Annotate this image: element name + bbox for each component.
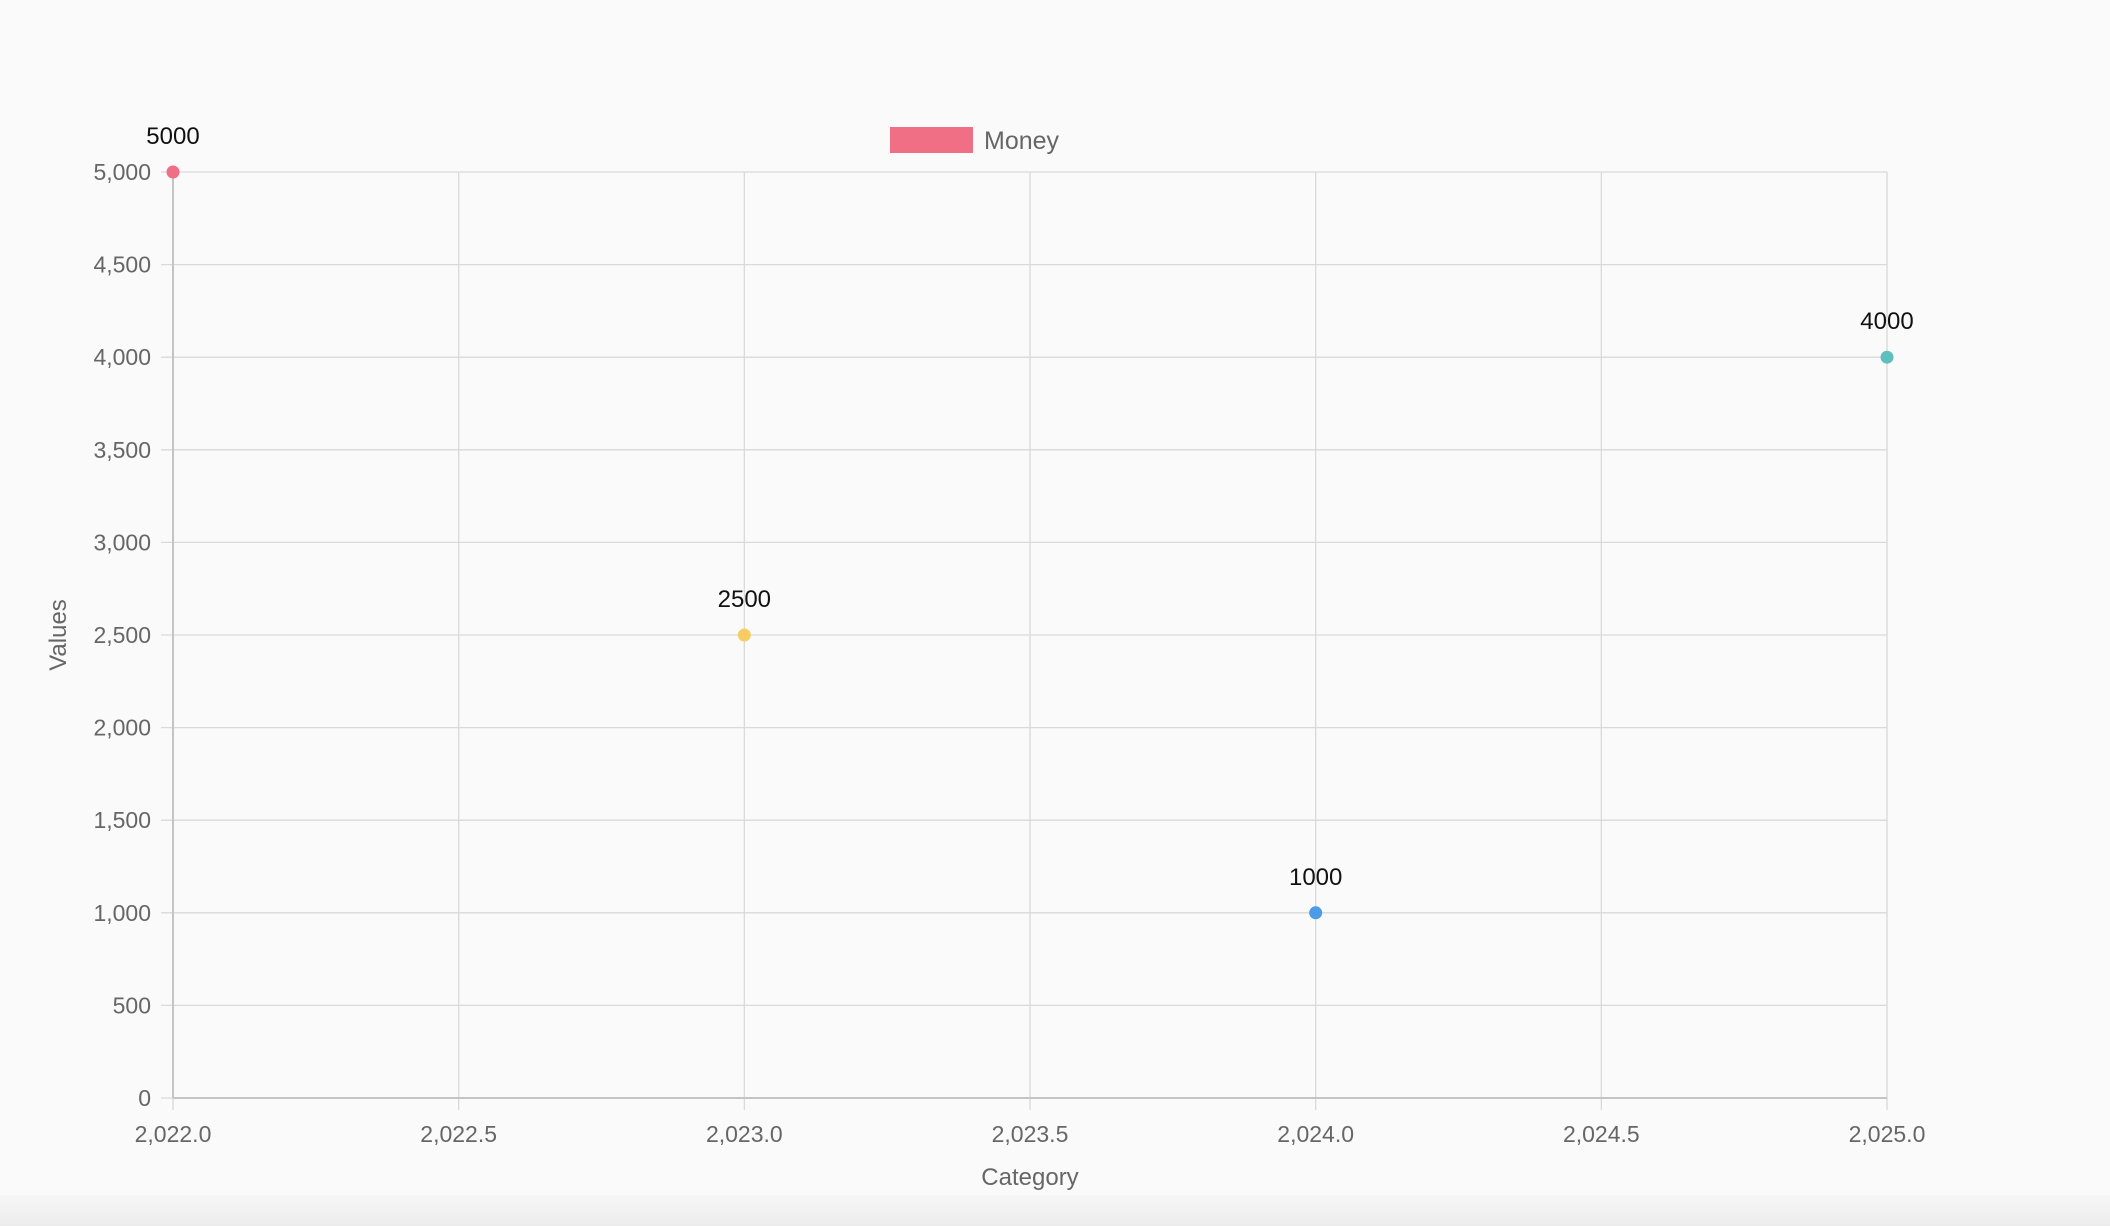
data-point[interactable] <box>737 628 751 642</box>
axes <box>172 172 1887 1099</box>
legend-label-money[interactable]: Money <box>984 127 1060 155</box>
y-tick-label: 500 <box>113 992 151 1018</box>
x-tick-labels: 2,022.0 2,022.5 2,023.0 2,023.5 2,024.0 2,024… <box>135 1121 1926 1147</box>
x-tick-label: 2,022.0 <box>135 1121 212 1147</box>
legend[interactable]: Money <box>890 127 1060 155</box>
y-tick-labels: 0 500 1,000 1,500 2,000 2,500 3,000 3,500 4,000 4… <box>93 159 151 1111</box>
y-tick-label: 3,000 <box>93 529 151 555</box>
x-tick-label: 2,023.5 <box>992 1121 1069 1147</box>
y-axis-title: Values <box>45 599 72 671</box>
x-tick-label: 2,022.5 <box>420 1121 497 1147</box>
x-tick-label: 2,024.0 <box>1277 1121 1354 1147</box>
data-labels: 5000 2500 1000 4000 <box>146 123 1913 891</box>
y-tick-label: 3,500 <box>93 437 151 463</box>
data-point[interactable] <box>166 165 180 179</box>
legend-swatch-money[interactable] <box>890 127 973 153</box>
y-tick-label: 1,000 <box>93 900 151 926</box>
grid <box>161 171 1888 1110</box>
y-tick-label: 4,500 <box>93 252 151 278</box>
y-tick-label: 2,000 <box>93 715 151 741</box>
y-tick-label: 1,500 <box>93 807 151 833</box>
data-label: 2500 <box>718 586 771 613</box>
x-tick-label: 2,025.0 <box>1849 1121 1926 1147</box>
data-label: 5000 <box>146 123 199 150</box>
y-tick-label: 0 <box>138 1085 151 1111</box>
y-tick-label: 2,500 <box>93 622 151 648</box>
x-axis-title: Category <box>981 1164 1078 1191</box>
x-tick-label: 2,024.5 <box>1563 1121 1640 1147</box>
data-label: 1000 <box>1289 864 1342 891</box>
data-point[interactable] <box>1880 350 1894 364</box>
data-label: 4000 <box>1860 308 1913 335</box>
y-tick-label: 5,000 <box>93 159 151 185</box>
window-bottom-edge <box>0 1195 2110 1226</box>
data-points <box>166 165 1894 920</box>
x-tick-label: 2,023.0 <box>706 1121 783 1147</box>
data-point[interactable] <box>1309 906 1323 920</box>
y-tick-label: 4,000 <box>93 344 151 370</box>
